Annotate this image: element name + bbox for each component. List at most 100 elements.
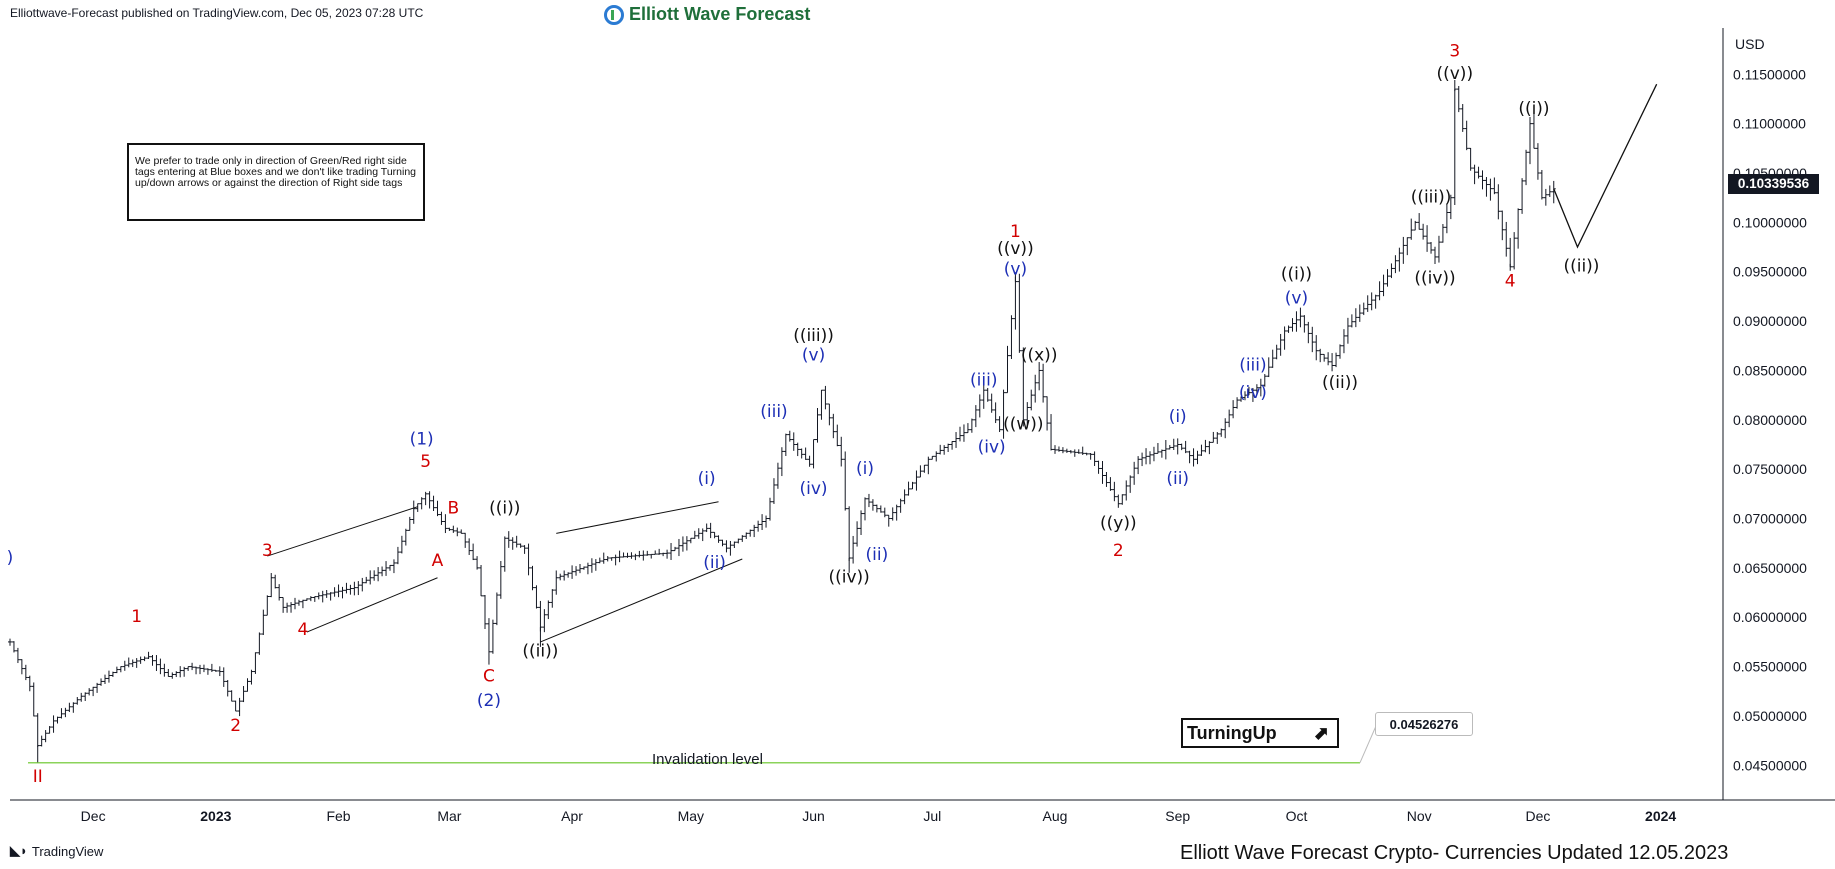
ohlc-bar xyxy=(1397,247,1402,272)
ohlc-bar xyxy=(827,403,832,426)
ohlc-bar xyxy=(997,416,1002,433)
wave-label: ((iii)) xyxy=(793,326,834,346)
ohlc-bar xyxy=(39,735,44,747)
ohlc-bar xyxy=(1033,374,1038,403)
wave-label: (iii) xyxy=(760,402,787,422)
ohlc-bar xyxy=(423,491,428,506)
ohlc-bar xyxy=(617,550,622,563)
ohlc-bar xyxy=(692,530,697,539)
ohlc-bar xyxy=(633,553,638,561)
ohlc-bar xyxy=(601,552,606,564)
ohlc-bar xyxy=(906,481,911,496)
channel-line xyxy=(556,501,719,534)
ohlc-bar xyxy=(35,713,40,747)
published-info: Elliottwave-Forecast published on Tradin… xyxy=(10,6,424,20)
ohlc-bar xyxy=(914,470,919,491)
ohlc-bar xyxy=(391,559,396,574)
ohlc-bar xyxy=(388,564,392,571)
ohlc-bar xyxy=(1171,438,1176,451)
channel-line xyxy=(267,506,418,557)
ohlc-bar xyxy=(71,702,76,713)
ohlc-bar xyxy=(1377,281,1382,301)
ohlc-bar xyxy=(1060,447,1065,454)
ohlc-bar xyxy=(1452,80,1457,206)
ohlc-bar xyxy=(1322,353,1327,362)
ohlc-bar xyxy=(249,669,254,685)
ohlc-bar xyxy=(83,692,88,702)
ohlc-bar xyxy=(589,558,594,573)
ohlc-bar xyxy=(11,641,16,653)
ohlc-bar xyxy=(439,511,444,525)
invalidation-value-callout: 0.04526276 xyxy=(1375,712,1473,736)
ohlc-bar xyxy=(455,527,460,537)
ohlc-bar xyxy=(399,535,404,554)
ohlc-bar xyxy=(19,659,24,675)
ohlc-bar xyxy=(740,535,745,542)
invalidation-label: Invalidation level xyxy=(652,751,763,768)
ohlc-bar xyxy=(629,552,634,559)
ohlc-bar xyxy=(1124,480,1129,501)
ohlc-bar xyxy=(530,565,535,591)
wave-label: ((iv)) xyxy=(829,568,870,588)
ohlc-bar xyxy=(308,596,313,602)
ohlc-bar xyxy=(498,561,503,599)
ohlc-bar xyxy=(724,540,729,553)
ohlc-bar xyxy=(1496,184,1501,220)
ohlc-bar xyxy=(1116,494,1121,508)
ohlc-bar xyxy=(744,532,749,539)
time-axis-ticks: Dec 2023 Feb Mar Apr May Jun Jul Aug Sep Oct Nov Dec… xyxy=(81,808,1677,824)
ohlc-bar xyxy=(87,688,92,696)
ohlc-bar xyxy=(799,448,804,459)
wave-label: (i) xyxy=(698,469,716,489)
ohlc-bar xyxy=(1520,178,1525,214)
tradingview-text: TradingView xyxy=(31,843,104,859)
ohlc-bar xyxy=(534,585,539,609)
ohlc-bar xyxy=(926,456,931,475)
time-tick-label: May xyxy=(678,808,704,824)
ohlc-bar xyxy=(47,726,52,734)
ohlc-bar xyxy=(1053,445,1057,454)
ohlc-bar xyxy=(95,682,100,693)
ohlc-bar xyxy=(336,584,341,598)
ohlc-bar xyxy=(304,598,309,601)
ohlc-bar xyxy=(1298,307,1303,328)
ohlc-bar xyxy=(1175,438,1180,455)
ohlc-bar xyxy=(732,541,737,549)
wave-label: (iii) xyxy=(970,370,997,390)
wave-label: ((v)) xyxy=(1436,64,1473,84)
ohlc-bar xyxy=(1294,311,1299,332)
ohlc-bar xyxy=(233,700,238,712)
ohlc-bar xyxy=(99,678,104,686)
invalidation-line xyxy=(28,725,1377,764)
ohlc-bar xyxy=(775,462,780,489)
ohlc-bar xyxy=(1409,218,1414,240)
ohlc-bar xyxy=(1318,348,1323,363)
brand-logo[interactable]: Elliott Wave Forecast xyxy=(604,4,810,25)
ohlc-bar xyxy=(748,529,753,537)
ohlc-bar xyxy=(340,586,345,599)
ohlc-bar xyxy=(1425,225,1430,252)
ohlc-bar xyxy=(1468,147,1473,171)
ohlc-bar xyxy=(969,418,974,433)
ohlc-bar xyxy=(1361,302,1366,316)
ohlc-bar xyxy=(1017,273,1022,353)
tradingview-brand[interactable]: ◣◗ TradingView xyxy=(10,843,103,859)
wave-label: ((v)) xyxy=(997,239,1034,259)
ohlc-bar xyxy=(130,659,135,668)
ohlc-bar xyxy=(570,565,575,579)
ohlc-bar xyxy=(1314,335,1319,361)
ohlc-bar xyxy=(1227,409,1232,428)
ohlc-bar xyxy=(332,587,337,597)
ohlc-bar xyxy=(1005,345,1010,394)
ohlc-bar xyxy=(1373,294,1378,309)
turning-up-label: TurningUp xyxy=(1187,723,1277,743)
ohlc-bar xyxy=(1456,86,1461,113)
ohlc-bar xyxy=(1349,314,1354,328)
ohlc-bar xyxy=(1254,384,1259,395)
wave-label: ) xyxy=(7,548,14,568)
footer-updated-text: Elliott Wave Forecast Crypto- Currencies… xyxy=(1180,842,1729,864)
turning-up-arrow-icon: ⬈ xyxy=(1313,723,1329,743)
ohlc-bar xyxy=(1484,177,1489,197)
ohlc-bar xyxy=(201,664,206,673)
